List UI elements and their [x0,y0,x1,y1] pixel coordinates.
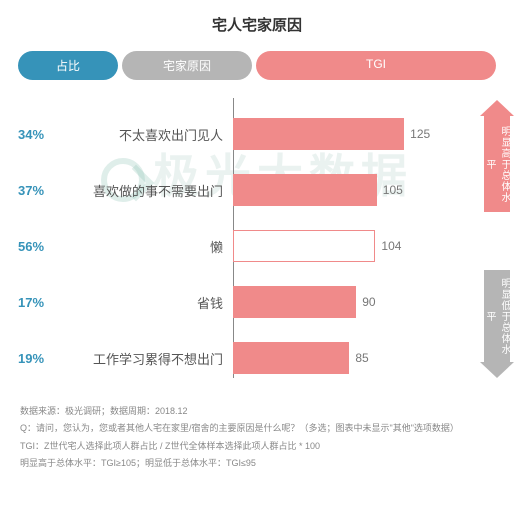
percentage-value: 37% [18,183,78,198]
footer-threshold: 明显高于总体水平：TGI≥105；明显低于总体水平：TGI≤95 [20,456,494,471]
tab-percentage[interactable]: 占比 [18,51,118,80]
tab-reason[interactable]: 宅家原因 [122,51,252,80]
chart-row: 17%省钱 90 [18,274,496,330]
reason-label: 懒 [78,237,233,256]
reason-label: 不太喜欢出门见人 [78,125,233,144]
arrow-down-indicator: 明显低于总体水平 [484,270,510,378]
arrow-down-label: 明显低于总体水平 [484,270,510,362]
tgi-bar [233,230,375,262]
arrow-up-indicator: 明显高于总体水平 [484,100,510,212]
bar-area: 125 [233,118,496,150]
bar-area: 85 [233,342,496,374]
bar-area: 104 [233,230,496,262]
tgi-bar [233,118,404,150]
chart-title: 宅人宅家原因 [0,0,514,51]
percentage-value: 34% [18,127,78,142]
percentage-value: 17% [18,295,78,310]
tgi-value: 85 [355,351,368,365]
chart-row: 56%懒 104 [18,218,496,274]
tgi-value: 104 [381,239,401,253]
tgi-bar [233,174,377,206]
chart-row: 19%工作学习累得不想出门 85 [18,330,496,386]
tab-bar: 占比 宅家原因 TGI [0,51,514,98]
arrow-up-label: 明显高于总体水平 [484,116,510,212]
footer-question: Q：请问，您认为，您或者其他人宅在家里/宿舍的主要原因是什么呢？（多选；图表中未… [20,421,494,436]
footer-source: 数据来源：极光调研；数据周期：2018.12 [20,404,494,419]
tgi-value: 90 [362,295,375,309]
chart-row: 34%不太喜欢出门见人 125 [18,106,496,162]
chart-area: 34%不太喜欢出门见人 125 37%喜欢做的事不需要出门 105 56%懒 104 17%… [0,98,514,386]
bar-area: 105 [233,174,496,206]
footer-notes: 数据来源：极光调研；数据周期：2018.12 Q：请问，您认为，您或者其他人宅在… [0,386,514,471]
percentage-value: 56% [18,239,78,254]
reason-label: 省钱 [78,293,233,312]
percentage-value: 19% [18,351,78,366]
tgi-bar [233,286,356,318]
tgi-bar [233,342,349,374]
arrows-column: 明显高于总体水平 明显低于总体水平 [482,98,512,386]
tab-tgi[interactable]: TGI [256,51,496,80]
tgi-value: 125 [410,127,430,141]
bar-area: 90 [233,286,496,318]
reason-label: 工作学习累得不想出门 [78,349,233,368]
reason-label: 喜欢做的事不需要出门 [78,181,233,200]
footer-tgi-def: TGI：Z世代宅人选择此项人群占比 / Z世代全体样本选择此项人群占比 * 10… [20,439,494,454]
chart-row: 37%喜欢做的事不需要出门 105 [18,162,496,218]
tgi-value: 105 [383,183,403,197]
